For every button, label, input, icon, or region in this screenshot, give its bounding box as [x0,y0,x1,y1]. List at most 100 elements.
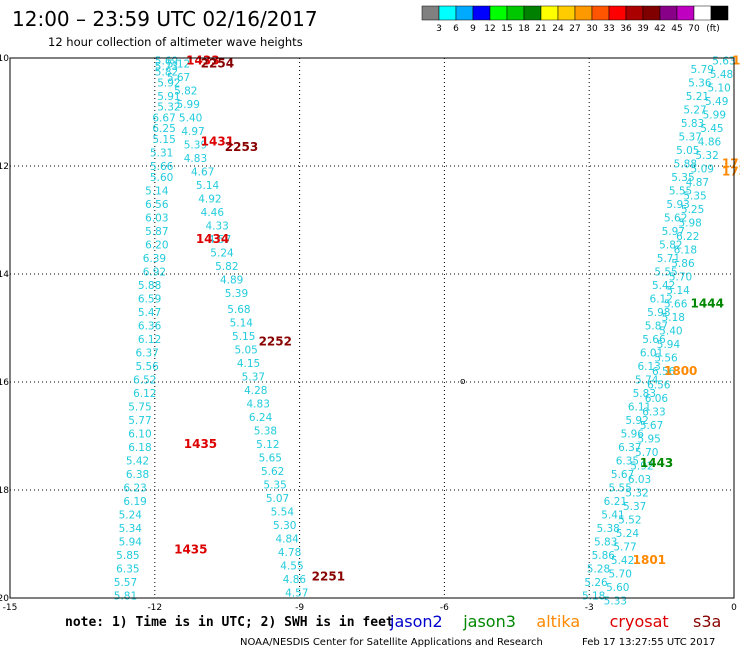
wave-height-label: 6.25 [152,123,175,135]
wave-height-label: 5.27 [683,104,706,116]
wave-height-label: 5.25 [681,204,704,216]
legend-item-s3a: s3a [693,612,721,631]
wave-height-label: 5.94 [119,536,143,548]
wave-height-label: 5.12 [167,58,190,70]
colorbar [421,5,729,21]
wave-height-label: 6.24 [249,412,273,424]
wave-height-label: 5.42 [611,555,634,567]
x-tick-label: -15 [3,603,18,613]
colorbar-ticks: 3 6 9 12 15 18 21 24 27 30 33 36 39 42 45 70 (ft) [436,24,720,34]
wave-height-label: 6.36 [138,320,162,332]
wave-height-label: 4.87 [686,177,709,189]
pass-time-label: 2253 [225,140,258,154]
wave-height-label: 5.05 [676,145,699,157]
wave-height-label: 5.96 [621,428,645,440]
wave-height-label: 5.34 [119,523,143,535]
wave-height-label: 5.77 [128,415,151,427]
wave-height-label: 5.52 [618,515,641,527]
wave-height-label: 4.86 [283,574,307,586]
wave-height-label: 6.10 [128,428,151,440]
wave-height-label: 5.98 [647,307,670,319]
wave-height-label: 5.26 [584,577,608,589]
colorbar-tick-label: 24 [552,24,564,34]
wave-height-label: 5.94 [657,339,681,351]
wave-height-label: 5.70 [635,447,658,459]
wave-height-label: 6.03 [628,474,651,486]
wave-height-label: 4.89 [220,274,243,286]
wave-height-label: 5.81 [114,590,137,602]
wave-height-label: 5.66 [664,299,688,311]
wave-height-label: 5.95 [637,434,660,446]
wave-height-label: 5.60 [606,582,629,594]
wave-height-label: 5.73 [155,61,178,73]
wave-height-label: 5.62 [261,466,284,478]
wave-height-label: 6.01 [640,347,663,359]
y-tick-label: -20 [0,594,9,604]
grid-lines [10,58,734,598]
wave-height-label: 6.67 [152,112,175,124]
legend-item-jason3: jason3 [462,612,516,631]
wave-height-label: 5.79 [691,64,714,76]
wave-height-label: 5.33 [604,596,627,608]
pass-time-label: 1 [732,54,740,68]
pass-time-label: 2252 [259,335,292,349]
colorbar-swatch [523,5,542,21]
colorbar-swatch [472,5,491,21]
wave-height-label: 5.75 [128,401,151,413]
wave-height-label: 6.21 [604,496,627,508]
wave-height-label: 6.12 [133,388,156,400]
wave-height-label: 5.40 [659,326,682,338]
colorbar-tick-label: 45 [671,24,682,34]
wave-height-label: 5.97 [662,226,685,238]
colorbar-swatch [574,5,593,21]
pass-time-label: 1434 [196,232,229,246]
wave-height-label: 5.99 [703,110,726,122]
colorbar-tick-label: 70 [688,24,700,34]
wave-height-label: 4.86 [698,137,722,149]
wave-height-label: 5.40 [179,112,202,124]
colorbar-tick-label: 3 [436,24,442,34]
wave-height-label: 5.28 [587,563,610,575]
wave-height-label: 6.33 [642,407,665,419]
x-tick-label: -9 [295,603,304,613]
legend: jason2 jason3 altika cryosat s3a [389,612,721,631]
wave-height-label: 6.38 [126,469,149,481]
wave-height-label: 6.12 [650,293,673,305]
y-tick-label: -18 [0,486,9,496]
pass-time-label: 2251 [312,569,345,583]
x-tick-label: -6 [440,603,449,613]
wave-height-label: 5.10 [707,83,730,95]
wave-height-label: 5.65 [259,453,282,465]
wave-height-label: 5.24 [616,528,640,540]
wave-height-label: 5.70 [609,569,632,581]
wave-height-label: 6.92 [143,266,166,278]
colorbar-tick-label: 15 [501,24,512,34]
wave-height-label: 5.66 [150,161,174,173]
wave-height-label: 4.46 [201,207,225,219]
wave-height-label: 5.14 [145,185,169,197]
wave-height-label: 5.37 [623,501,646,513]
wave-height-label: 5.39 [184,139,207,151]
axis-tick-labels: -15 -12 -9 -6 -3 0 -10 -12 -14 -16 -18 -20 [0,54,737,613]
wave-height-label: 5.05 [234,345,257,357]
wave-height-label: 5.47 [138,307,161,319]
wave-height-label: 5.85 [116,550,139,562]
wave-height-label: 5.63 [712,56,735,68]
y-tick-label: -16 [0,378,9,388]
colorbar-swatch [591,5,610,21]
wave-height-label: 6.56 [652,366,676,378]
wave-height-label: 5.82 [155,67,178,79]
pass-time-label: 1759 [722,156,740,170]
wave-height-label: 5.32 [625,488,648,500]
wave-height-label: 5.18 [662,312,685,324]
wave-height-label: 5.91 [157,91,180,103]
wave-height-label: 5.83 [633,388,656,400]
wave-height-label: 4.92 [198,193,221,205]
legend-item-jason2: jason2 [389,612,443,631]
wave-height-label: 5.38 [254,426,277,438]
pass-time-label: 1800 [664,364,697,378]
wave-height-label: 6.18 [128,442,151,454]
wave-height-label: 6.39 [143,253,166,265]
colorbar-swatch [540,5,559,21]
